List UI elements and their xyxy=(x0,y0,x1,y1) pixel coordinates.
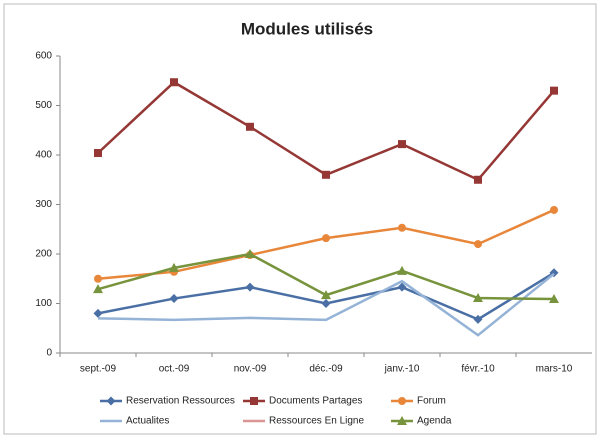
data-point xyxy=(94,149,102,158)
x-tick-label: nov.-09 xyxy=(234,364,267,375)
legend-label: Actualites xyxy=(126,416,169,427)
legend-label: Agenda xyxy=(417,416,452,427)
y-tick-label: 300 xyxy=(35,199,52,210)
y-tick-label: 500 xyxy=(35,100,52,111)
x-tick-label: déc.-09 xyxy=(309,364,343,375)
y-tick-label: 600 xyxy=(35,51,52,62)
data-point xyxy=(550,205,558,214)
legend-label: Reservation Ressources xyxy=(126,396,235,407)
data-point xyxy=(398,223,406,232)
x-tick-label: janv.-10 xyxy=(384,364,420,375)
data-point xyxy=(170,78,178,87)
data-point xyxy=(474,240,482,249)
data-point xyxy=(473,314,483,324)
data-point xyxy=(245,249,255,258)
chart-title: Modules utilisés xyxy=(241,19,373,38)
x-tick-label: sept.-09 xyxy=(80,364,117,375)
legend-label: Forum xyxy=(417,396,446,407)
data-point xyxy=(322,170,330,179)
data-point xyxy=(321,290,331,300)
data-point xyxy=(169,262,179,272)
data-point xyxy=(397,265,407,275)
y-tick-label: 400 xyxy=(35,150,52,161)
x-tick-label: oct.-09 xyxy=(159,364,190,375)
data-point xyxy=(169,294,179,304)
legend-marker xyxy=(106,396,116,406)
legend-marker xyxy=(250,397,258,405)
data-point xyxy=(322,234,330,243)
y-tick-label: 0 xyxy=(46,348,52,359)
chart-frame xyxy=(3,3,597,435)
data-point xyxy=(550,86,558,95)
series-line xyxy=(97,272,555,337)
legend-marker xyxy=(397,416,407,425)
legend-label: Ressources En Ligne xyxy=(269,416,364,427)
y-tick-label: 100 xyxy=(35,298,52,309)
data-point xyxy=(473,293,483,303)
data-point xyxy=(93,308,103,318)
legend-label: Documents Partages xyxy=(269,396,362,407)
legend-marker xyxy=(398,397,406,405)
data-point xyxy=(94,274,102,283)
data-point xyxy=(397,282,407,292)
data-point xyxy=(321,299,331,308)
data-point xyxy=(474,175,482,184)
x-tick-label: févr.-10 xyxy=(461,364,495,375)
data-point xyxy=(246,122,254,131)
data-point xyxy=(398,140,406,149)
data-point xyxy=(549,294,559,304)
data-point xyxy=(245,282,255,292)
x-tick-label: mars-10 xyxy=(536,364,573,375)
data-point xyxy=(93,284,103,294)
y-tick-label: 200 xyxy=(35,249,52,260)
